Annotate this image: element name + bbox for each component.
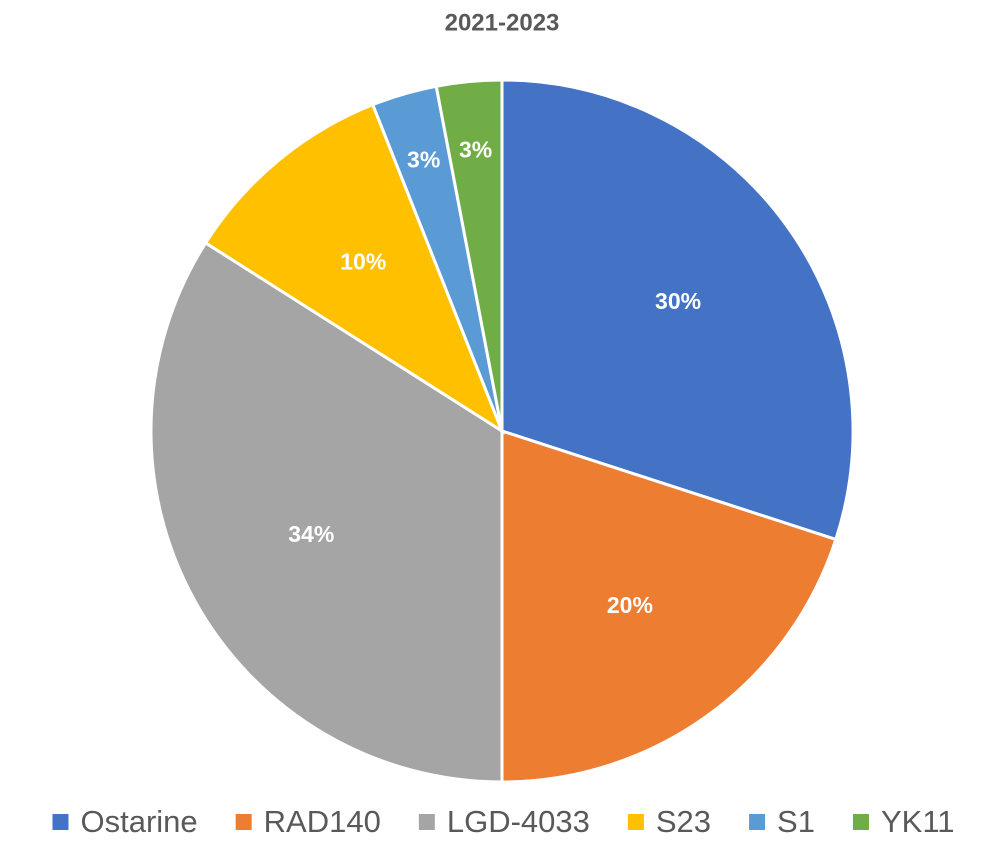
data-label: 3% <box>407 146 440 172</box>
legend-label: S23 <box>656 804 711 839</box>
legend-swatch <box>749 814 766 830</box>
data-label: 30% <box>655 288 701 314</box>
data-label: 10% <box>340 248 386 274</box>
legend-label: RAD140 <box>264 804 381 839</box>
legend-swatch <box>235 814 252 830</box>
pie-slice <box>203 102 506 435</box>
legend-swatch <box>52 814 69 830</box>
pie-slice <box>434 78 504 432</box>
data-label: 3% <box>459 137 492 163</box>
legend-label: Ostarine <box>80 804 197 839</box>
legend-label: LGD-4033 <box>447 804 590 839</box>
legend-label: S1 <box>777 804 815 839</box>
pie-slice <box>500 428 838 784</box>
chart-title: 2021-2023 <box>445 9 560 36</box>
pie-slice <box>149 240 504 784</box>
legend-swatch <box>418 814 435 830</box>
legend-swatch <box>852 814 869 830</box>
legend-swatch <box>627 814 644 830</box>
data-label: 20% <box>607 592 653 618</box>
data-label: 34% <box>288 521 334 547</box>
pie-slice <box>500 78 855 542</box>
legend-label: YK11 <box>881 804 955 839</box>
